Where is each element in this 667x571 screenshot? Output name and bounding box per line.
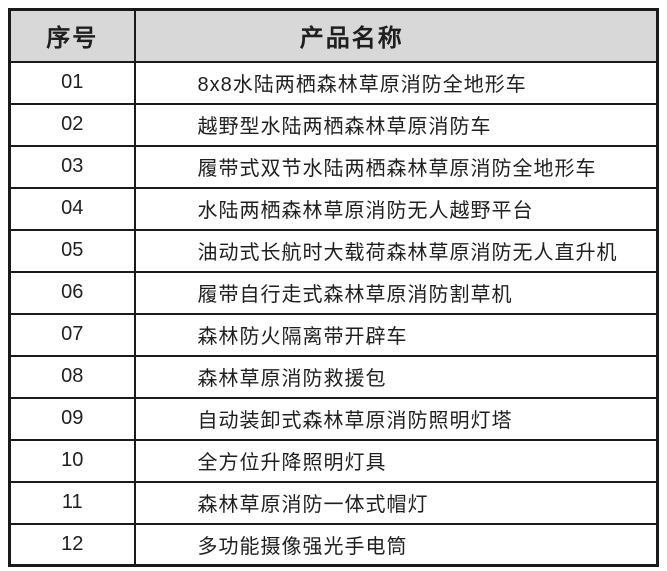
product-name-cell: 履带式双节水陆两栖森林草原消防全地形车 xyxy=(133,144,659,189)
table-row: 10 全方位升降照明灯具 xyxy=(8,438,659,483)
row-index-cell: 01 xyxy=(8,60,136,105)
table-row: 12 多功能摄像强光手电筒 xyxy=(8,522,659,567)
row-index-cell: 04 xyxy=(8,186,136,231)
row-index-cell: 08 xyxy=(8,354,136,399)
table-row: 03 履带式双节水陆两栖森林草原消防全地形车 xyxy=(8,144,659,189)
row-index-cell: 06 xyxy=(8,270,136,315)
product-name-cell: 多功能摄像强光手电筒 xyxy=(133,522,659,567)
product-name-cell: 油动式长航时大载荷森林草原消防无人直升机 xyxy=(133,228,659,273)
table-header-row: 序号 产品名称 xyxy=(8,8,659,63)
table-row: 06 履带自行走式森林草原消防割草机 xyxy=(8,270,659,315)
product-name-cell: 森林草原消防救援包 xyxy=(133,354,659,399)
table-row: 02 越野型水陆两栖森林草原消防车 xyxy=(8,102,659,147)
row-index-cell: 03 xyxy=(8,144,136,189)
row-index-cell: 05 xyxy=(8,228,136,273)
header-product-name-column: 产品名称 xyxy=(133,8,659,63)
product-name-cell: 履带自行走式森林草原消防割草机 xyxy=(133,270,659,315)
header-index-column: 序号 xyxy=(8,8,136,63)
row-index-cell: 10 xyxy=(8,438,136,483)
product-name-cell: 水陆两栖森林草原消防无人越野平台 xyxy=(133,186,659,231)
table-row: 08 森林草原消防救援包 xyxy=(8,354,659,399)
table-row: 11 森林草原消防一体式帽灯 xyxy=(8,480,659,525)
product-name-cell: 自动装卸式森林草原消防照明灯塔 xyxy=(133,396,659,441)
row-index-cell: 11 xyxy=(8,480,136,525)
row-index-cell: 02 xyxy=(8,102,136,147)
table-row: 04 水陆两栖森林草原消防无人越野平台 xyxy=(8,186,659,231)
table-row: 09 自动装卸式森林草原消防照明灯塔 xyxy=(8,396,659,441)
product-name-cell: 森林草原消防一体式帽灯 xyxy=(133,480,659,525)
row-index-cell: 12 xyxy=(8,522,136,567)
row-index-cell: 09 xyxy=(8,396,136,441)
product-name-cell: 森林防火隔离带开辟车 xyxy=(133,312,659,357)
table-row: 07 森林防火隔离带开辟车 xyxy=(8,312,659,357)
product-name-cell: 8x8水陆两栖森林草原消防全地形车 xyxy=(133,60,659,105)
product-name-cell: 全方位升降照明灯具 xyxy=(133,438,659,483)
table-row: 01 8x8水陆两栖森林草原消防全地形车 xyxy=(8,60,659,105)
table-row: 05 油动式长航时大载荷森林草原消防无人直升机 xyxy=(8,228,659,273)
row-index-cell: 07 xyxy=(8,312,136,357)
table-body: 01 8x8水陆两栖森林草原消防全地形车 02 越野型水陆两栖森林草原消防车 03 履带式… xyxy=(8,60,659,567)
product-name-cell: 越野型水陆两栖森林草原消防车 xyxy=(133,102,659,147)
product-name-table: 序号 产品名称 01 8x8水陆两栖森林草原消防全地形车 02 越野型水陆两栖森林草原… xyxy=(8,8,659,567)
